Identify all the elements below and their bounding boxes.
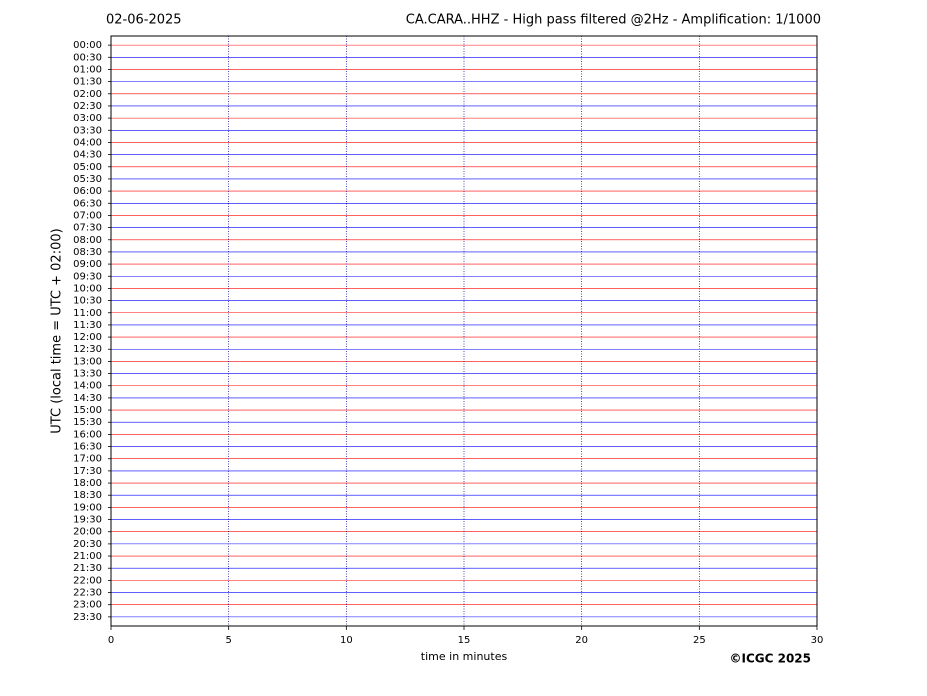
y-axis-label: UTC (local time = UTC + 02:00) (50, 228, 65, 433)
y-tick-label: 01:00 (73, 64, 102, 75)
y-tick-label: 23:30 (73, 612, 102, 623)
y-tick-label: 05:00 (73, 162, 102, 173)
y-tick-label: 14:00 (73, 381, 102, 392)
y-tick-label: 01:30 (73, 77, 102, 88)
y-tick-label: 03:00 (73, 113, 102, 124)
y-tick-label: 10:30 (73, 296, 102, 307)
y-tick-label: 19:00 (73, 502, 102, 513)
y-tick-label: 08:00 (73, 235, 102, 246)
chart-date: 02-06-2025 (106, 13, 182, 28)
y-tick-label: 18:00 (73, 478, 102, 489)
y-tick-label: 18:30 (73, 490, 102, 501)
x-tick-label: 10 (340, 635, 353, 646)
y-tick-label: 00:00 (73, 40, 102, 51)
plot-frame (110, 35, 818, 627)
y-tick-label: 00:30 (73, 52, 102, 63)
y-tick-label: 07:30 (73, 223, 102, 234)
y-tick-label: 06:30 (73, 198, 102, 209)
y-tick-label: 13:30 (73, 369, 102, 380)
y-tick-label: 22:30 (73, 588, 102, 599)
y-tick-label: 07:00 (73, 210, 102, 221)
y-tick-label: 09:00 (73, 259, 102, 270)
y-tick-label: 19:30 (73, 515, 102, 526)
y-tick-label: 03:30 (73, 125, 102, 136)
x-tick-label: 15 (458, 635, 471, 646)
y-tick-label: 12:30 (73, 344, 102, 355)
y-tick-label: 22:00 (73, 575, 102, 586)
x-tick-label: 25 (693, 635, 706, 646)
y-tick-label: 21:30 (73, 563, 102, 574)
x-tick-label: 20 (575, 635, 588, 646)
y-tick-label: 23:00 (73, 600, 102, 611)
y-tick-label: 11:00 (73, 308, 102, 319)
y-tick-label: 12:00 (73, 332, 102, 343)
chart-title: CA.CARA..HHZ - High pass filtered @2Hz -… (406, 13, 821, 28)
credit: ©ICGC 2025 (729, 652, 811, 666)
y-tick-label: 17:00 (73, 454, 102, 465)
y-tick-label: 16:00 (73, 429, 102, 440)
x-axis-label: time in minutes (421, 650, 508, 663)
y-tick-label: 21:00 (73, 551, 102, 562)
x-tick-label: 5 (225, 635, 231, 646)
x-tick-label: 30 (811, 635, 824, 646)
y-tick-label: 14:30 (73, 393, 102, 404)
y-tick-label: 20:30 (73, 539, 102, 550)
y-tick-label: 10:00 (73, 283, 102, 294)
y-tick-label: 02:30 (73, 101, 102, 112)
y-tick-label: 04:00 (73, 137, 102, 148)
y-tick-label: 11:30 (73, 320, 102, 331)
y-tick-label: 13:00 (73, 356, 102, 367)
y-tick-label: 02:00 (73, 89, 102, 100)
y-tick-label: 08:30 (73, 247, 102, 258)
y-tick-label: 06:00 (73, 186, 102, 197)
y-tick-label: 16:30 (73, 442, 102, 453)
y-tick-label: 15:00 (73, 405, 102, 416)
y-tick-label: 17:30 (73, 466, 102, 477)
y-tick-label: 05:30 (73, 174, 102, 185)
y-tick-label: 09:30 (73, 271, 102, 282)
y-tick-label: 15:30 (73, 417, 102, 428)
y-tick-label: 04:30 (73, 150, 102, 161)
y-tick-label: 20:00 (73, 527, 102, 538)
x-tick-label: 0 (108, 635, 114, 646)
